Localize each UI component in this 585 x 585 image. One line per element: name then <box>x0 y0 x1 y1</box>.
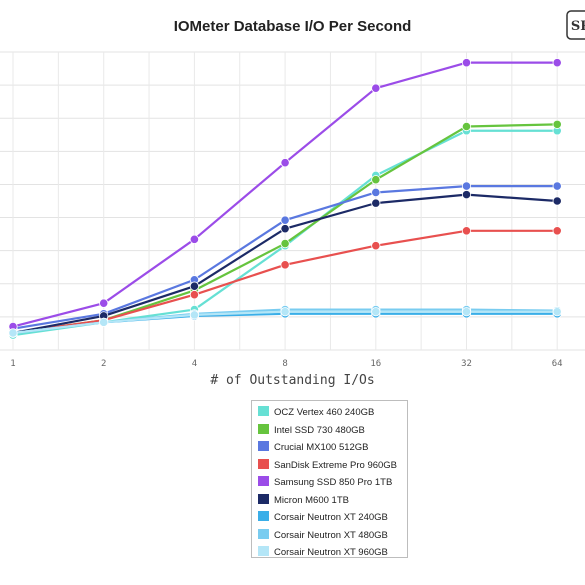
legend-swatch <box>258 423 269 434</box>
legend-item: Samsung SSD 850 Pro 1TB <box>258 474 407 492</box>
data-point <box>280 238 290 249</box>
data-point <box>371 307 381 317</box>
x-tick-label: 1 <box>10 359 15 369</box>
data-point <box>280 158 290 168</box>
data-point <box>552 307 562 317</box>
data-point <box>189 290 199 300</box>
legend-item: Micron M600 1TB <box>258 492 407 510</box>
x-tick-label: 64 <box>552 359 563 369</box>
legend-label: Corsair Neutron XT 240GB <box>274 512 388 523</box>
data-point <box>552 196 562 206</box>
x-tick-label: 16 <box>370 359 381 369</box>
legend-item: Corsair Neutron XT 240GB <box>258 509 407 527</box>
logo-text: SR <box>571 19 585 34</box>
data-point <box>461 121 472 132</box>
x-tick-label: 4 <box>192 359 197 369</box>
legend-swatch <box>258 476 269 486</box>
legend-label: OCZ Vertex 460 240GB <box>274 407 375 418</box>
legend-label: Samsung SSD 850 Pro 1TB <box>274 477 393 488</box>
legend-label: Micron M600 1TB <box>274 494 349 506</box>
data-point <box>461 307 472 317</box>
data-point <box>461 226 472 236</box>
legend-label: Crucial MX100 512GB <box>274 442 369 453</box>
legend-swatch <box>258 458 269 469</box>
legend-label: Intel SSD 730 480GB <box>274 424 365 436</box>
data-point <box>189 281 199 291</box>
legend-swatch <box>258 406 269 416</box>
data-point <box>461 190 472 200</box>
x-tick-label: 8 <box>282 359 287 369</box>
data-point <box>99 298 109 308</box>
data-point <box>371 198 381 208</box>
data-point <box>280 260 290 270</box>
legend-item: OCZ Vertex 460 240GB <box>258 404 407 422</box>
legend-label: SanDisk Extreme Pro 960GB <box>274 459 398 471</box>
data-point <box>189 310 199 320</box>
legend-swatch <box>258 546 269 556</box>
legend-label: Corsair Neutron XT 480GB <box>274 529 388 541</box>
data-point <box>552 58 562 68</box>
data-point <box>371 83 381 93</box>
data-point <box>552 119 562 129</box>
data-point <box>371 175 381 185</box>
line-chart: 1 2 4 8 16 32 64 <box>0 51 585 369</box>
plot-area <box>0 52 585 350</box>
data-point <box>371 187 381 198</box>
site-logo-icon: SR <box>566 10 585 40</box>
chart-title: IOMeter Database I/O Per Second <box>173 18 412 35</box>
legend-swatch <box>258 493 269 504</box>
data-point <box>371 241 381 251</box>
x-tick-label: 2 <box>101 359 106 369</box>
data-point <box>99 317 109 327</box>
data-point <box>8 328 18 338</box>
data-point <box>280 224 290 234</box>
x-tick-label: 32 <box>461 359 472 369</box>
legend-swatch <box>258 441 269 451</box>
legend-item: Corsair Neutron XT 960GB <box>258 544 407 562</box>
legend-swatch <box>258 528 269 539</box>
legend-swatch <box>258 511 269 521</box>
x-axis-label: # of Outstanding I/Os <box>210 373 375 388</box>
legend-item: Crucial MX100 512GB <box>258 439 407 457</box>
data-point <box>280 215 290 225</box>
data-point <box>552 226 562 236</box>
data-point <box>461 58 472 68</box>
legend-label: Corsair Neutron XT 960GB <box>274 547 388 558</box>
legend-item: SanDisk Extreme Pro 960GB <box>258 457 407 475</box>
legend-item: Corsair Neutron XT 480GB <box>258 527 407 545</box>
data-point <box>461 181 472 191</box>
data-point <box>552 181 562 191</box>
data-point <box>189 234 199 244</box>
data-point <box>280 307 290 317</box>
legend-item: Intel SSD 730 480GB <box>258 422 407 440</box>
chart-legend: OCZ Vertex 460 240GB Intel SSD 730 480GB C… <box>251 400 408 558</box>
